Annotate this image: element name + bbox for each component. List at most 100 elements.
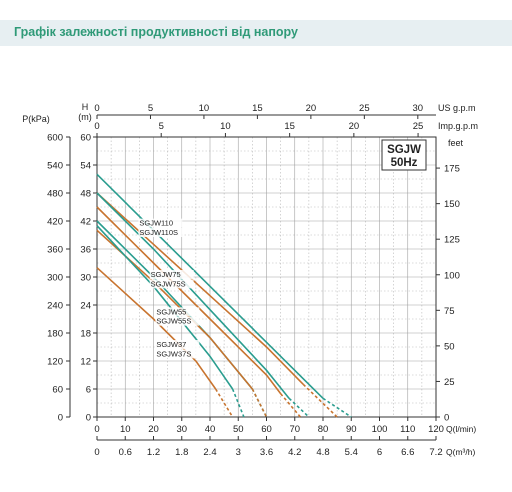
feet-tick-label: 75 bbox=[444, 306, 455, 317]
curve-label-bg bbox=[138, 228, 183, 237]
y-tick-label: 54 bbox=[80, 161, 91, 172]
m3h-tick-label: 1.8 bbox=[175, 447, 188, 458]
feet-tick-label: 150 bbox=[444, 199, 460, 210]
x-tick-label: 10 bbox=[120, 424, 131, 435]
imp-gpm-tick-label: 5 bbox=[159, 121, 164, 132]
series-line-sgjw110 bbox=[96, 173, 324, 399]
kpa-tick-label: 420 bbox=[47, 217, 63, 228]
y-tick-label: 12 bbox=[80, 357, 91, 368]
series-dashed-sgjw110 bbox=[322, 397, 352, 418]
feet-tick-label: 100 bbox=[444, 270, 460, 281]
x-tick-label: 110 bbox=[400, 424, 415, 435]
m3h-tick-label: 1.2 bbox=[147, 447, 160, 458]
imp-gpm-tick-label: 20 bbox=[349, 121, 360, 132]
y-tick-label: 48 bbox=[80, 189, 91, 200]
kpa-tick-label: 480 bbox=[47, 189, 63, 200]
m3h-axis-title: Q(m³/h) bbox=[446, 447, 475, 457]
series-dashed-sgjw75 bbox=[288, 397, 310, 418]
series-line-sgjw75s bbox=[96, 206, 282, 395]
curve-label-bg bbox=[149, 279, 194, 289]
curve-label: SGJW55S bbox=[156, 317, 191, 326]
x-tick-label: 40 bbox=[205, 424, 216, 435]
x-tick-label: 80 bbox=[318, 424, 329, 435]
m3h-tick-label: 5.4 bbox=[345, 447, 358, 458]
kpa-tick-label: 300 bbox=[47, 273, 63, 284]
curve-label: SGJW55 bbox=[156, 307, 186, 316]
chart-title: SGJW bbox=[387, 144, 421, 156]
feet-tick-label: 0 bbox=[444, 413, 449, 424]
feet-tick-label: 175 bbox=[444, 164, 460, 175]
kpa-tick-label: 540 bbox=[47, 161, 63, 172]
curve-label-bg bbox=[155, 340, 200, 349]
y-tick-label: 60 bbox=[80, 133, 91, 144]
y-tick-label: 0 bbox=[86, 413, 91, 424]
kpa-tick-label: 60 bbox=[52, 385, 63, 396]
us-gpm-tick-label: 10 bbox=[199, 103, 210, 114]
us-gpm-tick-label: 30 bbox=[413, 103, 424, 114]
imp-gpm-axis-title: Imp.g.p.m bbox=[438, 121, 478, 131]
header-band bbox=[0, 20, 512, 46]
m3h-tick-label: 4.2 bbox=[288, 447, 301, 458]
imp-gpm-tick-label: 15 bbox=[284, 121, 295, 132]
curve-label: SGJW75 bbox=[151, 270, 181, 279]
us-gpm-tick-label: 0 bbox=[94, 103, 99, 114]
m3h-tick-label: 3.6 bbox=[260, 447, 273, 458]
x-tick-label: 120 bbox=[428, 424, 444, 435]
m3h-tick-label: 6.6 bbox=[401, 447, 414, 458]
x-tick-label: 70 bbox=[289, 424, 300, 435]
x-tick-label: 0 bbox=[94, 424, 99, 435]
series-dashed-sgjw75s bbox=[280, 393, 302, 418]
kpa-tick-label: 180 bbox=[47, 329, 63, 340]
feet-axis-title: feet bbox=[448, 138, 464, 148]
kpa-tick-label: 360 bbox=[47, 245, 63, 256]
curve-label-bg bbox=[138, 218, 183, 228]
y-tick-label: 24 bbox=[80, 301, 91, 312]
x-tick-label: 60 bbox=[261, 424, 272, 435]
curve-label: SGJW37 bbox=[156, 340, 186, 349]
m3h-tick-label: 2.4 bbox=[203, 447, 216, 458]
x-tick-label: 90 bbox=[346, 424, 357, 435]
x-tick-label: 20 bbox=[148, 424, 159, 435]
m3h-tick-label: 0 bbox=[94, 447, 99, 458]
curve-label-bg bbox=[149, 270, 194, 279]
page-title: Графік залежності продуктивності від нап… bbox=[14, 25, 298, 39]
y-tick-label: 36 bbox=[80, 245, 91, 256]
y-tick-label: 30 bbox=[80, 273, 91, 284]
curve-label-bg bbox=[155, 307, 200, 317]
model-box: SGJW 50Hz bbox=[381, 139, 427, 171]
curve-label: SGJW75S bbox=[151, 279, 186, 288]
axes: 06121824303642485460H(m)0601201802403003… bbox=[22, 102, 478, 458]
curve-label: SGJW110S bbox=[139, 228, 178, 237]
kpa-axis-title: P(kPa) bbox=[22, 114, 50, 124]
us-gpm-axis-title: US g.p.m bbox=[438, 103, 476, 113]
m-axis-title-2: (m) bbox=[78, 112, 92, 122]
curve-label-bg bbox=[155, 349, 200, 359]
imp-gpm-tick-label: 0 bbox=[94, 121, 99, 132]
chart-subtitle: 50Hz bbox=[391, 157, 418, 169]
m-axis-title-1: H bbox=[82, 102, 89, 112]
us-gpm-tick-label: 25 bbox=[359, 103, 370, 114]
model-box-frame bbox=[381, 139, 427, 171]
y-tick-label: 18 bbox=[80, 329, 91, 340]
curve-label: SGJW110 bbox=[139, 219, 173, 228]
y-tick-label: 6 bbox=[86, 385, 91, 396]
m3h-tick-label: 7.2 bbox=[429, 447, 442, 458]
x-tick-label: 100 bbox=[372, 424, 388, 435]
us-gpm-tick-label: 20 bbox=[306, 103, 317, 114]
x-axis-title: Q(l/min) bbox=[446, 424, 476, 434]
curve-label-bg bbox=[155, 316, 200, 326]
series-line-sgjw75 bbox=[96, 192, 290, 399]
m3h-tick-label: 4.8 bbox=[316, 447, 329, 458]
m3h-tick-label: 6 bbox=[377, 447, 382, 458]
series-dashed-sgjw110s bbox=[302, 383, 338, 418]
feet-tick-label: 50 bbox=[444, 341, 455, 352]
kpa-tick-label: 120 bbox=[47, 357, 63, 368]
us-gpm-tick-label: 5 bbox=[148, 103, 153, 114]
m3h-tick-label: 0.6 bbox=[119, 447, 132, 458]
series-line-sgjw110s bbox=[96, 192, 304, 385]
imp-gpm-tick-label: 25 bbox=[413, 121, 424, 132]
imp-gpm-tick-label: 10 bbox=[220, 121, 231, 132]
x-tick-label: 50 bbox=[233, 424, 244, 435]
